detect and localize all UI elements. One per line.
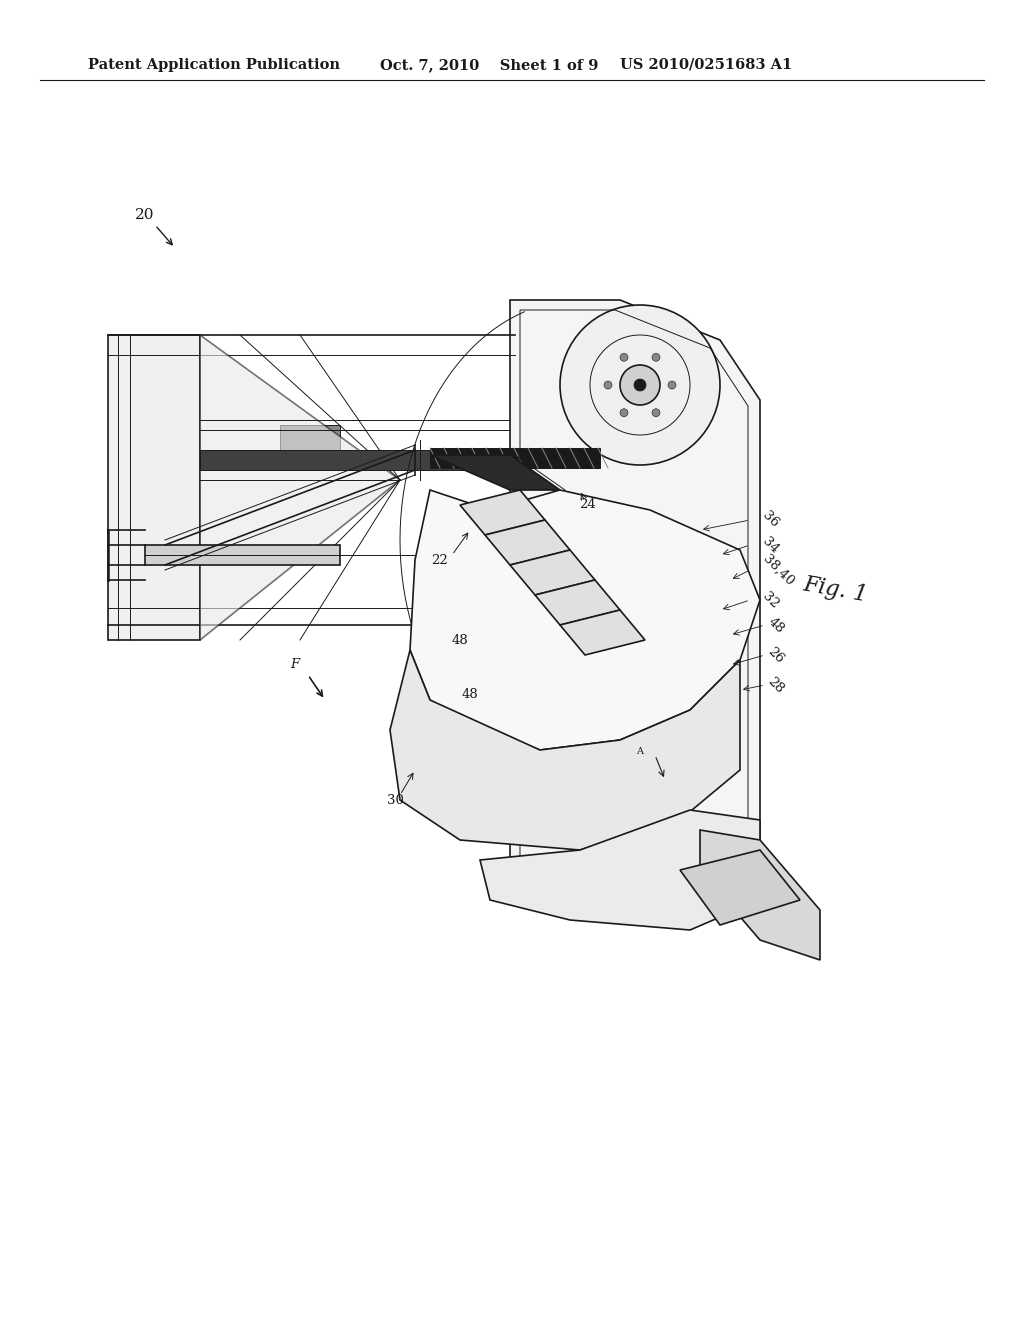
Circle shape (503, 453, 517, 467)
Text: Oct. 7, 2010    Sheet 1 of 9: Oct. 7, 2010 Sheet 1 of 9 (380, 58, 598, 73)
Polygon shape (200, 335, 400, 640)
Polygon shape (390, 649, 740, 850)
Text: A: A (637, 747, 643, 756)
Polygon shape (430, 455, 560, 490)
Text: 48: 48 (486, 519, 504, 532)
Bar (280, 425, 340, 455)
Circle shape (560, 305, 720, 465)
Polygon shape (410, 490, 760, 750)
Text: 24: 24 (580, 499, 596, 511)
Polygon shape (680, 850, 800, 925)
Polygon shape (535, 579, 620, 624)
Text: 36: 36 (760, 510, 781, 531)
Polygon shape (510, 550, 595, 595)
Polygon shape (485, 520, 570, 565)
Circle shape (620, 366, 660, 405)
Circle shape (652, 409, 660, 417)
Text: 48: 48 (765, 615, 786, 635)
Text: 30: 30 (387, 793, 403, 807)
Text: 48: 48 (452, 634, 468, 647)
Polygon shape (145, 545, 340, 565)
Polygon shape (700, 830, 820, 960)
Text: 20: 20 (135, 209, 155, 222)
Circle shape (604, 381, 612, 389)
Text: 28: 28 (765, 675, 786, 696)
Circle shape (126, 611, 134, 619)
Circle shape (634, 379, 646, 391)
Text: Patent Application Publication: Patent Application Publication (88, 58, 340, 73)
Circle shape (620, 354, 628, 362)
Polygon shape (200, 450, 510, 470)
Text: 22: 22 (432, 553, 449, 566)
Text: Fig. 1: Fig. 1 (801, 573, 869, 606)
Polygon shape (510, 300, 760, 900)
Text: 38,40: 38,40 (760, 552, 796, 587)
Text: 34: 34 (760, 535, 781, 556)
Polygon shape (460, 490, 545, 535)
Text: US 2010/0251683 A1: US 2010/0251683 A1 (620, 58, 793, 73)
Circle shape (412, 451, 428, 469)
Text: F: F (291, 659, 300, 672)
Circle shape (652, 354, 660, 362)
Circle shape (674, 818, 686, 832)
Circle shape (664, 809, 696, 841)
Text: 48: 48 (462, 689, 478, 701)
Polygon shape (108, 335, 200, 640)
Polygon shape (480, 810, 760, 931)
Circle shape (133, 543, 157, 568)
Polygon shape (560, 610, 645, 655)
Polygon shape (430, 447, 600, 469)
Text: 26: 26 (765, 644, 786, 665)
Circle shape (620, 409, 628, 417)
Text: 32: 32 (760, 590, 781, 611)
Circle shape (126, 586, 134, 594)
Circle shape (668, 381, 676, 389)
